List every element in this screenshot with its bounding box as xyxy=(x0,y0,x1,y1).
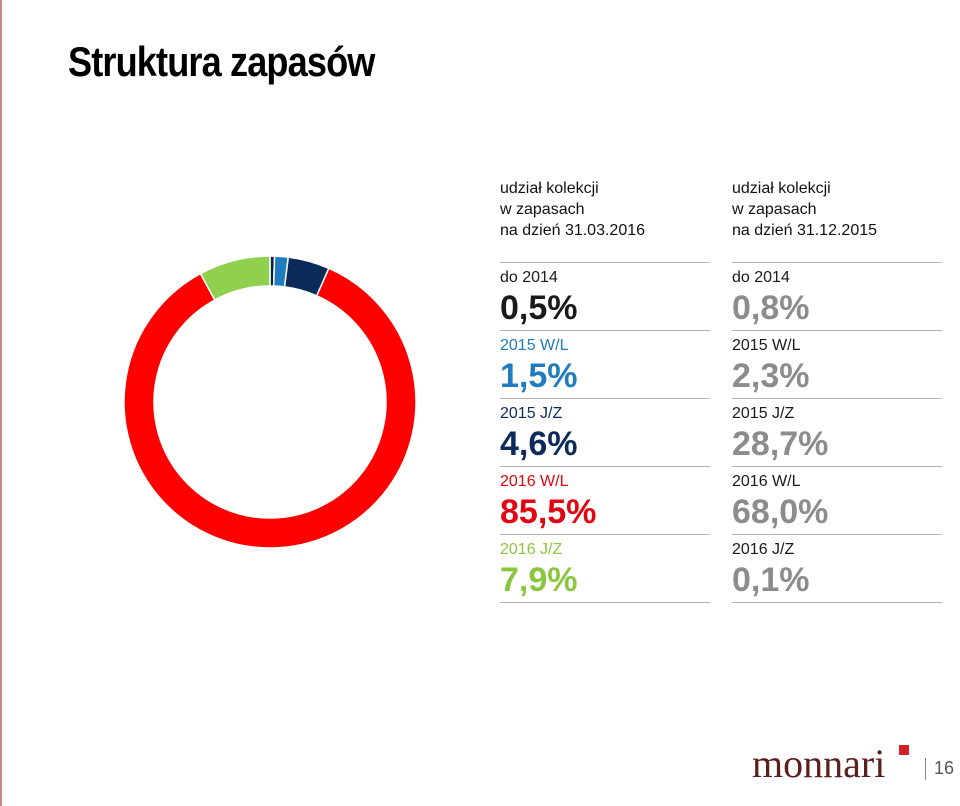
legend-value: 0,5% xyxy=(500,289,578,327)
legend-label: 2015 W/L xyxy=(732,337,801,354)
legend-label: do 2014 xyxy=(500,269,558,286)
legend-label: 2016 W/L xyxy=(732,473,801,490)
legend-row-do-2014: do 2014 0,5% xyxy=(500,262,710,330)
legend-value: 68,0% xyxy=(732,493,829,531)
legend-value: 1,5% xyxy=(500,357,578,395)
legend-value: 2,3% xyxy=(732,357,810,395)
legend-value: 4,6% xyxy=(500,425,578,463)
legend-column-2015-12: udział kolekcji w zapasach na dzień 31.1… xyxy=(732,178,942,603)
donut-slice-2016-w-l xyxy=(123,267,417,549)
legend-value: 0,8% xyxy=(732,289,810,327)
column-header-line: udział kolekcji xyxy=(732,180,831,197)
monnari-logo: monnari xyxy=(752,741,886,786)
legend-row-2016-wl: 2016 W/L 68,0% xyxy=(732,466,942,534)
column-header: udział kolekcji w zapasach na dzień 31.0… xyxy=(500,178,710,262)
page-title: Struktura zapasów xyxy=(68,38,375,85)
column-header-line: udział kolekcji xyxy=(500,180,599,197)
column-header-line: w zapasach xyxy=(732,201,817,218)
legend-row-2016-jz: 2016 J/Z 0,1% xyxy=(732,534,942,603)
legend-row-2015-jz: 2015 J/Z 4,6% xyxy=(500,398,710,466)
legend-row-do-2014: do 2014 0,8% xyxy=(732,262,942,330)
left-edge-rule xyxy=(0,0,2,806)
column-header-line: na dzień 31.03.2016 xyxy=(500,222,646,239)
column-header: udział kolekcji w zapasach na dzień 31.1… xyxy=(732,178,942,262)
legend-label: 2015 J/Z xyxy=(500,405,563,422)
column-header-line: na dzień 31.12.2015 xyxy=(732,222,878,239)
legend-row-2015-jz: 2015 J/Z 28,7% xyxy=(732,398,942,466)
legend-value: 7,9% xyxy=(500,561,578,599)
legend-label: do 2014 xyxy=(732,269,790,286)
footer-divider xyxy=(925,758,926,780)
legend-row-2016-wl: 2016 W/L 85,5% xyxy=(500,466,710,534)
legend-row-2016-jz: 2016 J/Z 7,9% xyxy=(500,534,710,603)
donut-chart xyxy=(123,255,417,549)
legend-row-2015-wl: 2015 W/L 2,3% xyxy=(732,330,942,398)
legend-label: 2016 W/L xyxy=(500,473,569,490)
column-header-line: w zapasach xyxy=(500,201,585,218)
legend-label: 2016 J/Z xyxy=(500,541,563,558)
legend-value: 28,7% xyxy=(732,425,829,463)
legend-label: 2016 J/Z xyxy=(732,541,795,558)
logo-accent-mark xyxy=(899,745,909,755)
legend-value: 0,1% xyxy=(732,561,810,599)
legend-label: 2015 W/L xyxy=(500,337,569,354)
donut-slice-2016-j-z xyxy=(199,255,271,302)
legend-row-2015-wl: 2015 W/L 1,5% xyxy=(500,330,710,398)
legend-label: 2015 J/Z xyxy=(732,405,795,422)
legend-column-2016-03: udział kolekcji w zapasach na dzień 31.0… xyxy=(500,178,710,603)
legend-value: 85,5% xyxy=(500,493,597,531)
page-number: 16 xyxy=(934,758,955,778)
